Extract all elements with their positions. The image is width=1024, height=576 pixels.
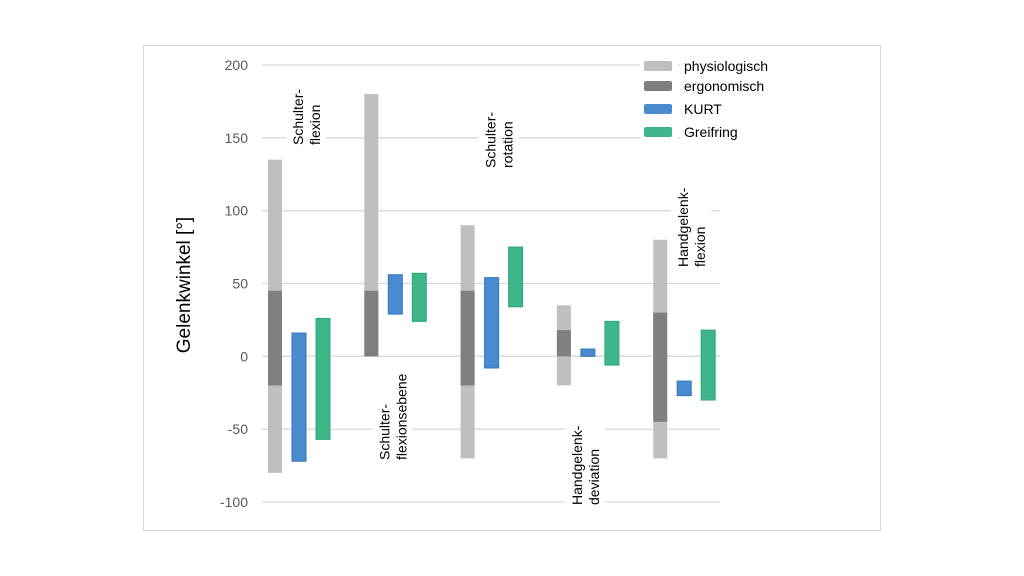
bar-ergonomisch [556,330,571,357]
y-axis-label: Gelenkwinkel [°] [174,217,195,353]
category-label-line: Schulter- [483,112,499,168]
category-label-line: flexion [692,227,708,267]
category-label-line: rotation [500,121,516,168]
y-tick-label: 100 [225,203,249,219]
category-label-line: Schulter- [290,89,306,145]
category-label: Schulter-flexionsebene [376,373,409,460]
legend-text-bg [680,99,780,119]
legend-swatch-ergonomisch [644,81,672,91]
y-tick-label: 50 [232,276,248,292]
legend-label: physiologisch [684,58,768,74]
y-tick-label: 0 [240,348,248,364]
bar-ergonomisch [653,312,668,422]
category-label-line: flexion [307,105,323,145]
bar-kurt [387,274,403,315]
legend-swatch-greifring [644,127,672,137]
category-label: Schulter-rotation [483,112,516,168]
legend-text-bg [680,56,780,76]
y-tick-label: 150 [225,130,249,146]
legend-swatch-physiologisch [644,61,672,71]
bar-greifring [315,317,331,440]
bar-kurt [484,277,500,369]
bar-ergonomisch [268,290,282,386]
bar-ergonomisch [460,290,475,386]
category-label-line: flexionsebene [393,373,409,460]
legend-text-bg [680,76,780,96]
legend-label: KURT [684,101,722,117]
category-label: Handgelenk-deviation [569,425,602,505]
category-label: Handgelenk-flexion [675,187,708,267]
bar-kurt [291,332,307,462]
category-label-bg [671,179,712,269]
category-label-line: deviation [586,449,602,505]
bar-greifring [508,246,524,308]
category-label-line: Handgelenk- [675,187,691,267]
bar-greifring [411,272,427,322]
category-label-line: Handgelenk- [569,425,585,505]
legend-text-bg [680,122,780,142]
bar-kurt [580,348,596,357]
legend-label: Greifring [684,124,738,140]
category-label-bg [564,417,605,507]
bar-ergonomisch [364,290,379,357]
legend-label: ergonomisch [684,78,764,94]
bar-kurt [676,380,692,397]
category-label-bg [372,357,413,462]
y-tick-label: 200 [225,57,249,73]
category-label-line: Schulter- [376,404,392,460]
y-tick-label: -50 [228,421,248,437]
bar-greifring [700,329,716,401]
legend-swatch-kurt [644,104,672,114]
category-label: Schulter-flexion [290,89,323,145]
category-label-bg [286,72,326,147]
category-label-bg [478,95,519,170]
y-tick-label: -100 [220,494,248,510]
bar-greifring [604,320,620,366]
